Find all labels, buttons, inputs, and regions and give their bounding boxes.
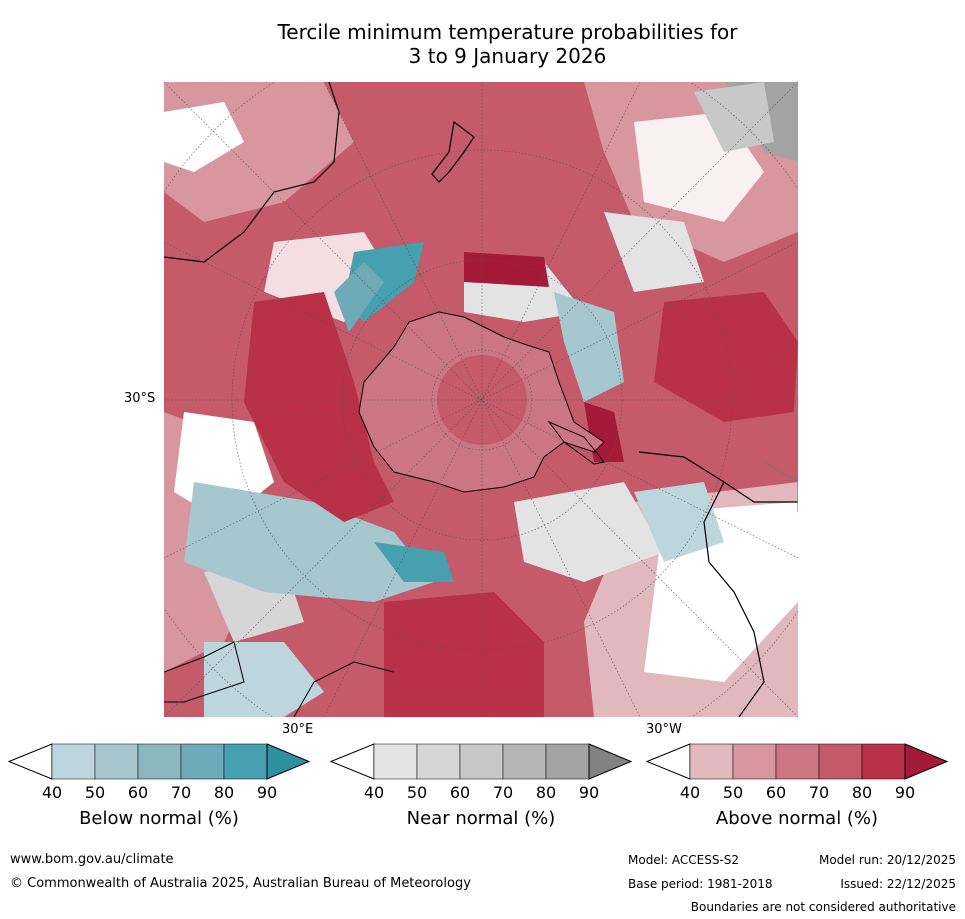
colorbar-below-bin-80-90 bbox=[223, 743, 268, 780]
region-below bbox=[334, 262, 384, 332]
colorbar-below-high-triangle bbox=[266, 743, 311, 780]
region-below bbox=[554, 292, 624, 402]
region-below-strong bbox=[374, 542, 454, 582]
boundaries-disclaimer: Boundaries are not considered authoritat… bbox=[690, 900, 956, 914]
region-white bbox=[164, 102, 244, 172]
colorbar-below bbox=[7, 743, 311, 780]
lon-label-30e: 30°E bbox=[282, 722, 314, 737]
colorbar-above bbox=[645, 743, 949, 780]
title-line-1: Tercile minimum temperature probabilitie… bbox=[277, 20, 738, 44]
colorbar-above-label: Above normal (%) bbox=[715, 808, 879, 829]
colorbar-near-label: Near normal (%) bbox=[406, 808, 556, 829]
colorbar-above-bin-70-80 bbox=[818, 743, 863, 780]
colorbar-above-svg bbox=[645, 743, 949, 780]
region-above-core bbox=[464, 252, 549, 287]
base-period: Base period: 1981-2018 bbox=[628, 877, 773, 891]
tick-label: 80 bbox=[851, 783, 873, 802]
tick-label: 70 bbox=[170, 783, 192, 802]
region-near bbox=[694, 82, 774, 152]
colorbar-below-svg bbox=[7, 743, 311, 780]
colorbar-near-bin-60-70 bbox=[459, 743, 504, 780]
map-svg bbox=[164, 82, 798, 717]
colorbar-near bbox=[329, 743, 633, 780]
colorbar-above-low-triangle bbox=[645, 743, 691, 780]
colorbar-near-bin-80-90 bbox=[545, 743, 590, 780]
tick-label: 40 bbox=[363, 783, 385, 802]
colorbar-near-svg bbox=[329, 743, 633, 780]
tick-label: 50 bbox=[84, 783, 106, 802]
africa-coast bbox=[293, 661, 395, 717]
colorbar-above-bin-60-70 bbox=[775, 743, 820, 780]
lat-label-30s: 30°S bbox=[124, 391, 156, 406]
south-america-border bbox=[763, 461, 798, 512]
colorbar-below-ticks: 40 50 60 70 80 90 bbox=[9, 783, 309, 803]
region-below bbox=[184, 482, 434, 602]
polar-core bbox=[437, 355, 527, 445]
tick-label: 90 bbox=[578, 783, 600, 802]
colorbar-below-label: Below normal (%) bbox=[79, 808, 239, 829]
model-name: Model: ACCESS-S2 bbox=[628, 853, 740, 867]
colorbar-above-bin-50-60 bbox=[732, 743, 777, 780]
title-line-2: 3 to 9 January 2026 bbox=[408, 44, 607, 68]
region-above-strong bbox=[244, 292, 394, 522]
south-america-coast bbox=[638, 451, 798, 717]
colorbar-below-bin-70-80 bbox=[180, 743, 225, 780]
colorbar-above-high-triangle bbox=[904, 743, 949, 780]
colorbar-above-bin-40-50 bbox=[689, 743, 734, 780]
tick-label: 60 bbox=[127, 783, 149, 802]
tick-label: 40 bbox=[679, 783, 701, 802]
tick-label: 60 bbox=[449, 783, 471, 802]
chart-title: Tercile minimum temperature probabilitie… bbox=[200, 20, 815, 68]
tick-label: 50 bbox=[722, 783, 744, 802]
region-near bbox=[604, 212, 704, 292]
colorbar-near-ticks: 40 50 60 70 80 90 bbox=[331, 783, 631, 803]
colorbar-above-ticks: 40 50 60 70 80 90 bbox=[647, 783, 947, 803]
region-above-strong bbox=[384, 592, 544, 717]
colorbar-above-bin-80-90 bbox=[861, 743, 906, 780]
colorbar-near-bin-50-60 bbox=[416, 743, 461, 780]
region-below bbox=[634, 482, 724, 562]
website-link[interactable]: www.bom.gov.au/climate bbox=[10, 852, 174, 867]
region-above-strong bbox=[654, 292, 798, 422]
tick-label: 80 bbox=[213, 783, 235, 802]
tick-label: 70 bbox=[492, 783, 514, 802]
lon-label-30w: 30°W bbox=[646, 722, 682, 737]
issued-date: Issued: 22/12/2025 bbox=[840, 877, 956, 891]
region-below bbox=[204, 642, 324, 717]
tick-label: 40 bbox=[41, 783, 63, 802]
colorbar-below-bin-50-60 bbox=[94, 743, 139, 780]
copyright-text: © Commonwealth of Australia 2025, Austra… bbox=[10, 876, 471, 891]
tick-label: 80 bbox=[535, 783, 557, 802]
new-zealand bbox=[431, 120, 475, 183]
tick-label: 90 bbox=[256, 783, 278, 802]
colorbar-near-high-triangle bbox=[588, 743, 633, 780]
colorbar-below-bin-40-50 bbox=[51, 743, 96, 780]
probability-map bbox=[164, 82, 798, 717]
colorbar-near-low-triangle bbox=[329, 743, 375, 780]
region-near bbox=[514, 482, 664, 582]
graticule bbox=[164, 82, 798, 717]
colorbar-below-bin-60-70 bbox=[137, 743, 182, 780]
australia-coast bbox=[164, 82, 340, 263]
tick-label: 50 bbox=[406, 783, 428, 802]
tick-label: 60 bbox=[765, 783, 787, 802]
model-run-date: Model run: 20/12/2025 bbox=[818, 853, 956, 867]
colorbar-near-bin-40-50 bbox=[373, 743, 418, 780]
tick-label: 70 bbox=[808, 783, 830, 802]
colorbar-near-bin-70-80 bbox=[502, 743, 547, 780]
africa-coast bbox=[164, 641, 245, 703]
colorbar-below-low-triangle bbox=[7, 743, 53, 780]
antarctic-peninsula bbox=[547, 420, 605, 465]
tick-label: 90 bbox=[894, 783, 916, 802]
